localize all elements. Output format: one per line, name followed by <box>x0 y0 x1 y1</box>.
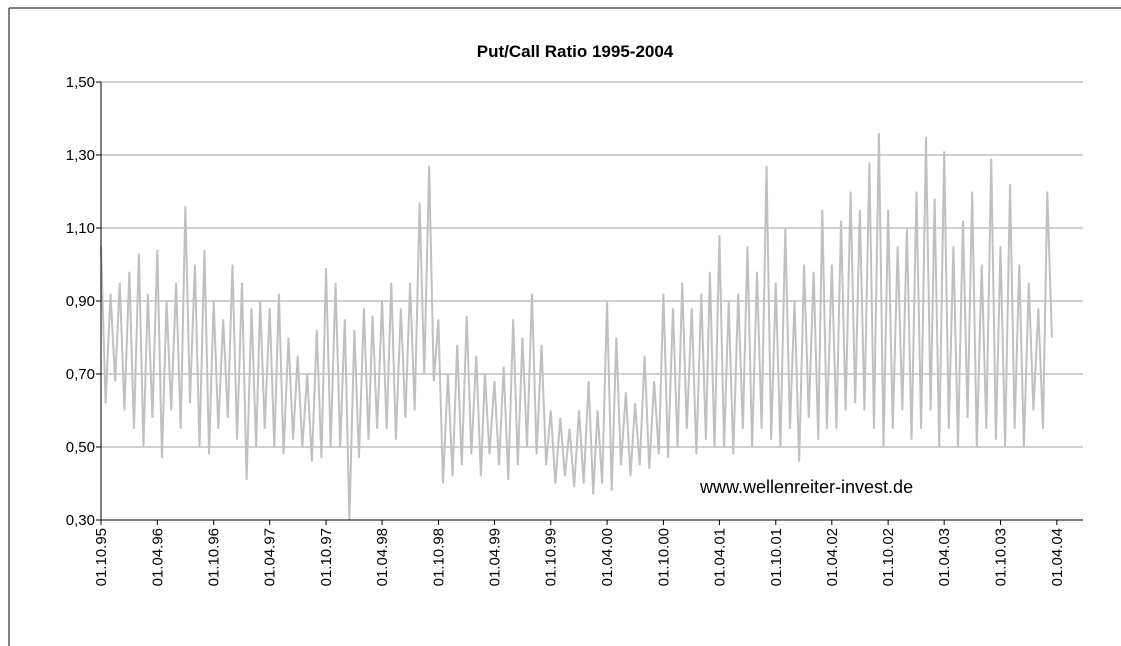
x-tick-label: 01.04.98 <box>374 528 391 586</box>
x-tick-label: 01.04.00 <box>599 528 616 586</box>
x-tick-label: 01.04.01 <box>711 528 728 586</box>
x-tick-label: 01.10.98 <box>430 528 447 586</box>
y-tick-label: 1,10 <box>66 220 95 237</box>
x-tick-label: 01.10.97 <box>318 528 335 586</box>
y-tick-label: 0,50 <box>66 439 95 456</box>
x-tick-label: 01.04.04 <box>1049 528 1066 586</box>
x-tick-label: 01.10.01 <box>768 528 785 586</box>
x-tick-label: 01.04.97 <box>262 528 279 586</box>
y-tick-label: 1,50 <box>66 74 95 91</box>
x-tick-label: 01.10.95 <box>93 528 110 586</box>
x-tick-label: 01.10.99 <box>543 528 560 586</box>
x-tick-label: 01.10.02 <box>880 528 897 586</box>
x-tick-label: 01.10.96 <box>206 528 223 586</box>
y-tick-label: 0,90 <box>66 293 95 310</box>
x-tick-label: 01.10.00 <box>655 528 672 586</box>
chart-title: Put/Call Ratio 1995-2004 <box>477 42 674 61</box>
data-line <box>100 133 1053 521</box>
y-tick-label: 0,70 <box>66 366 95 383</box>
x-tick-label: 01.04.03 <box>936 528 953 586</box>
x-tick-label: 01.04.99 <box>486 528 503 586</box>
annotation: www.wellenreiter-invest.de <box>699 477 913 497</box>
y-tick-label: 0,30 <box>66 512 95 529</box>
x-tick-label: 01.04.96 <box>149 528 166 586</box>
x-tick-label: 01.04.02 <box>824 528 841 586</box>
y-tick-label: 1,30 <box>66 147 95 164</box>
x-tick-label: 01.10.03 <box>992 528 1009 586</box>
